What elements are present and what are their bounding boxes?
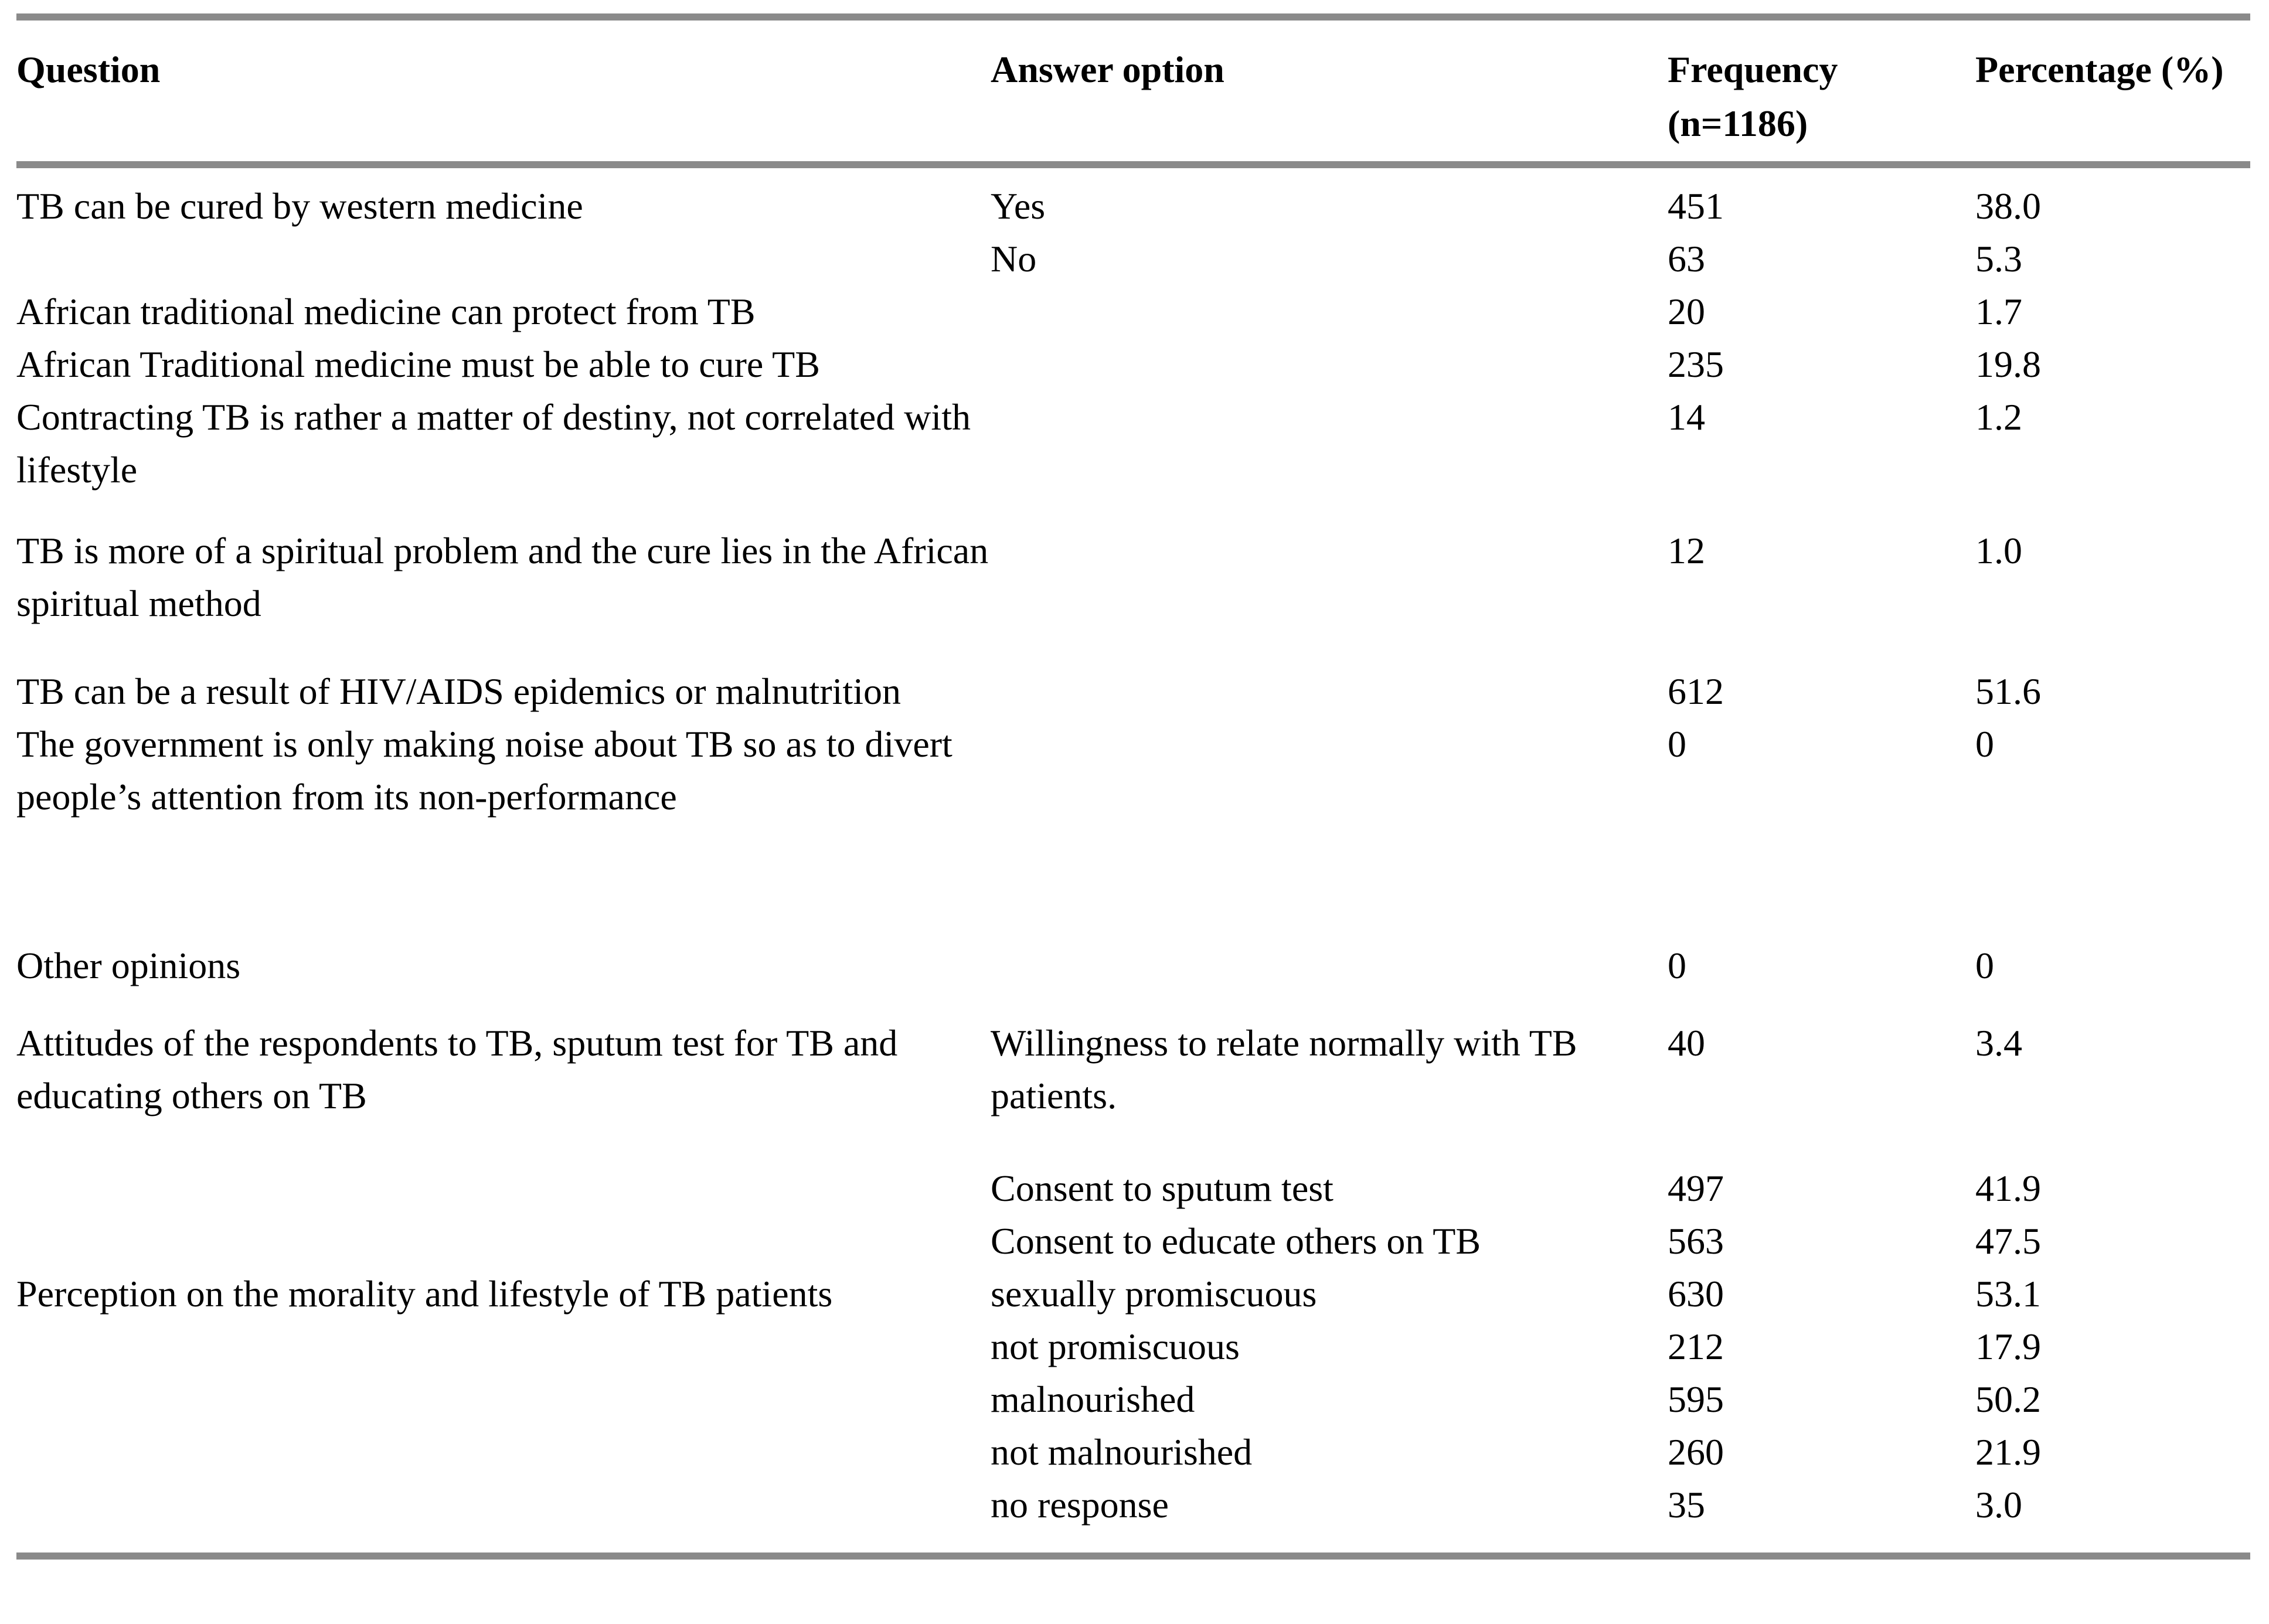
percentage-cell: 19.8 [1975, 343, 2041, 385]
table-row: TB can be a result of HIV/AIDS epidemics… [16, 665, 2250, 718]
column-header-frequency: Frequency (n=1186) [1668, 43, 1975, 151]
column-header-answer-option: Answer option [991, 49, 1224, 90]
top-rule [16, 13, 2250, 21]
frequency-cell: 235 [1668, 343, 1724, 385]
table-body: TB can be cured by western medicine Yes … [16, 168, 2250, 1531]
frequency-cell: 20 [1668, 291, 1705, 332]
column-header-frequency-line2: (n=1186) [1668, 103, 1808, 144]
column-header-percentage: Percentage (%) [1975, 49, 2224, 90]
percentage-cell: 50.2 [1975, 1378, 2041, 1420]
question-cell: Other opinions [16, 945, 241, 986]
percentage-cell: 53.1 [1975, 1273, 2041, 1315]
table-row: TB is more of a spiritual problem and th… [16, 525, 2250, 630]
frequency-cell: 0 [1668, 945, 1686, 986]
percentage-cell: 38.0 [1975, 185, 2041, 227]
percentage-cell: 1.7 [1975, 291, 2022, 332]
table-row: Other opinions 0 0 [16, 939, 2250, 992]
answer-cell: Willingness to relate normally with TB p… [991, 1022, 1577, 1116]
percentage-cell: 0 [1975, 945, 1994, 986]
frequency-cell: 497 [1668, 1167, 1724, 1209]
percentage-cell: 47.5 [1975, 1220, 2041, 1262]
frequency-cell: 12 [1668, 530, 1705, 571]
table-row: African traditional medicine can protect… [16, 285, 2250, 338]
frequency-cell: 14 [1668, 396, 1705, 438]
frequency-cell: 630 [1668, 1273, 1724, 1315]
table-content: Question Answer option Frequency (n=1186… [16, 13, 2250, 1560]
answer-cell: not malnourished [991, 1431, 1253, 1473]
frequency-cell: 40 [1668, 1022, 1705, 1064]
answer-cell: not promiscuous [991, 1326, 1240, 1367]
header-divider-rule [16, 161, 2250, 168]
table-row: no response 35 3.0 [16, 1479, 2250, 1531]
table-row: African Traditional medicine must be abl… [16, 338, 2250, 391]
column-header-question: Question [16, 49, 161, 90]
frequency-cell: 563 [1668, 1220, 1724, 1262]
frequency-cell: 63 [1668, 238, 1705, 280]
frequency-cell: 612 [1668, 670, 1724, 712]
question-cell: African Traditional medicine must be abl… [16, 343, 820, 385]
percentage-cell: 1.0 [1975, 530, 2022, 571]
percentage-cell: 3.0 [1975, 1484, 2022, 1526]
frequency-cell: 595 [1668, 1378, 1724, 1420]
percentage-cell: 51.6 [1975, 670, 2041, 712]
question-cell: TB is more of a spiritual problem and th… [16, 530, 989, 624]
question-cell: TB can be cured by western medicine [16, 185, 583, 227]
table-row: Consent to educate others on TB 563 47.5 [16, 1215, 2250, 1268]
table-row: malnourished 595 50.2 [16, 1373, 2250, 1426]
percentage-cell: 1.2 [1975, 396, 2022, 438]
frequency-cell: 451 [1668, 185, 1724, 227]
answer-cell: No [991, 238, 1037, 280]
question-cell: The government is only making noise abou… [16, 723, 952, 818]
table-row: Perception on the morality and lifestyle… [16, 1268, 2250, 1320]
question-cell: Perception on the morality and lifestyle… [16, 1273, 833, 1315]
percentage-cell: 5.3 [1975, 238, 2022, 280]
answer-cell: Yes [991, 185, 1046, 227]
frequency-cell: 212 [1668, 1326, 1724, 1367]
table-row: not promiscuous 212 17.9 [16, 1320, 2250, 1373]
percentage-cell: 17.9 [1975, 1326, 2041, 1367]
frequency-cell: 260 [1668, 1431, 1724, 1473]
question-cell: Attitudes of the respondents to TB, sput… [16, 1022, 898, 1116]
answer-cell: malnourished [991, 1378, 1195, 1420]
answer-cell: Consent to educate others on TB [991, 1220, 1481, 1262]
frequency-cell: 35 [1668, 1484, 1705, 1526]
percentage-cell: 3.4 [1975, 1022, 2022, 1064]
answer-cell: no response [991, 1484, 1169, 1526]
question-cell: TB can be a result of HIV/AIDS epidemics… [16, 670, 901, 712]
table-row: Consent to sputum test 497 41.9 [16, 1162, 2250, 1215]
bottom-rule-wrap [16, 1552, 2250, 1560]
percentage-cell: 0 [1975, 723, 1994, 765]
table-header-row: Question Answer option Frequency (n=1186… [16, 21, 2250, 161]
answer-cell: sexually promiscuous [991, 1273, 1317, 1315]
table-row: No 63 5.3 [16, 233, 2250, 285]
table-row: Attitudes of the respondents to TB, sput… [16, 1017, 2250, 1122]
frequency-cell: 0 [1668, 723, 1686, 765]
table-row: Contracting TB is rather a matter of des… [16, 391, 2250, 496]
table-row: The government is only making noise abou… [16, 718, 2250, 823]
answer-cell: Consent to sputum test [991, 1167, 1333, 1209]
table-row: TB can be cured by western medicine Yes … [16, 180, 2250, 233]
table-row: not malnourished 260 21.9 [16, 1426, 2250, 1479]
question-cell: Contracting TB is rather a matter of des… [16, 396, 971, 491]
bottom-rule [16, 1552, 2250, 1560]
column-header-frequency-line1: Frequency [1668, 49, 1838, 90]
question-cell: African traditional medicine can protect… [16, 291, 756, 332]
percentage-cell: 21.9 [1975, 1431, 2041, 1473]
percentage-cell: 41.9 [1975, 1167, 2041, 1209]
